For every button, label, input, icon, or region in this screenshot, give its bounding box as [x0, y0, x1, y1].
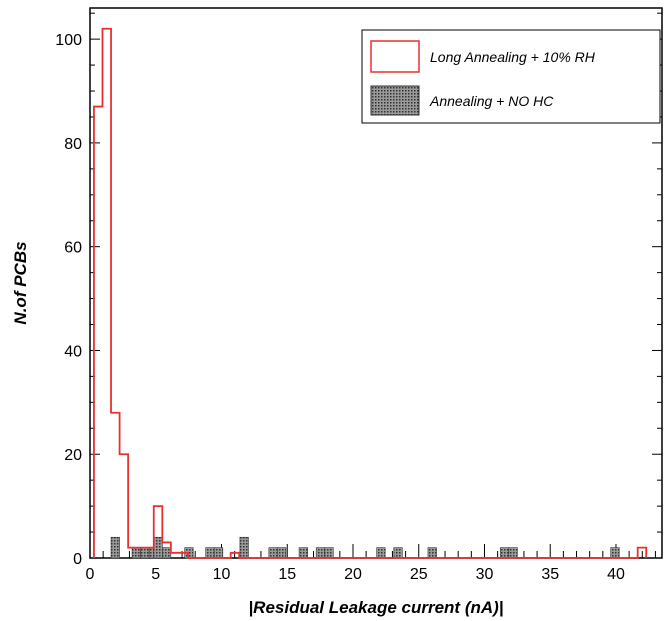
axis-tick-labels: 0 20 40 60 80 100 0 5 10 15 20 25 30 35 40 — [55, 32, 625, 583]
annealing-no-hc-bars — [110, 536, 620, 559]
annealing-no-hc-bar — [427, 547, 437, 559]
x-tick-label: 10 — [213, 566, 231, 583]
annealing-no-hc-bar — [376, 547, 386, 559]
legend-label-long-annealing: Long Annealing + 10% RH — [430, 49, 596, 65]
y-tick-label: 60 — [64, 240, 82, 257]
x-tick-label: 35 — [541, 566, 559, 583]
y-tick-label: 0 — [73, 551, 82, 568]
annealing-no-hc-bar — [110, 536, 120, 559]
y-tick-label: 40 — [64, 343, 82, 360]
x-tick-label: 40 — [607, 566, 625, 583]
annealing-no-hc-bar — [393, 547, 403, 559]
legend-label-annealing-no-hc: Annealing + NO HC — [429, 93, 554, 109]
annealing-no-hc-bar — [205, 547, 215, 559]
legend-swatch-annealing-no-hc — [370, 85, 420, 116]
annealing-no-hc-bar — [140, 547, 150, 559]
legend-swatch-long-annealing — [370, 40, 420, 73]
annealing-no-hc-bar — [239, 536, 249, 559]
y-tick-label: 80 — [64, 136, 82, 153]
annealing-no-hc-bar — [315, 547, 326, 559]
annealing-no-hc-bar — [508, 547, 518, 559]
y-axis-title: N.of PCBs — [11, 241, 30, 324]
annealing-no-hc-bar — [213, 547, 224, 559]
y-tick-label: 100 — [55, 32, 82, 49]
annealing-no-hc-bar — [162, 547, 172, 559]
x-tick-label: 15 — [278, 566, 296, 583]
x-axis-title: |Residual Leakage current (nA)| — [248, 598, 503, 617]
x-tick-label: 0 — [86, 566, 95, 583]
x-tick-label: 30 — [476, 566, 494, 583]
annealing-no-hc-bar — [499, 547, 510, 559]
long-annealing-step-line — [93, 27, 648, 559]
annealing-no-hc-bar — [268, 547, 278, 559]
annealing-no-hc-bar — [298, 547, 308, 559]
legend: Long Annealing + 10% RH Annealing + NO H… — [361, 29, 661, 124]
x-tick-label: 25 — [410, 566, 428, 583]
annealing-no-hc-bar — [277, 547, 287, 559]
y-tick-label: 20 — [64, 447, 82, 464]
annealing-no-hc-bar — [131, 547, 141, 559]
annealing-no-hc-bar — [610, 547, 620, 559]
x-tick-label: 5 — [151, 566, 160, 583]
annealing-no-hc-bar — [324, 547, 334, 559]
annealing-no-hc-bar — [153, 536, 163, 559]
x-tick-label: 20 — [344, 566, 362, 583]
